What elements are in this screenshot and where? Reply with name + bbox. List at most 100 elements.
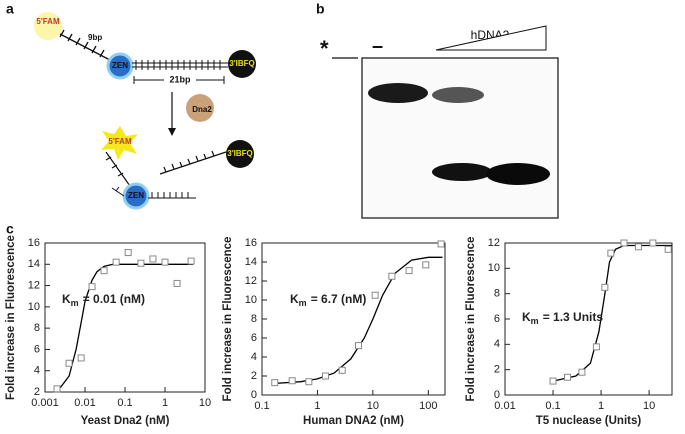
fam-label: 5'FAM — [108, 137, 132, 146]
x-tick-label: 0.1 — [545, 400, 560, 412]
y-tick-label: 2 — [494, 364, 500, 376]
y-tick-label: 2 — [251, 370, 257, 382]
data-point — [305, 378, 313, 386]
bracket-gap — [164, 73, 196, 85]
data-point — [77, 354, 85, 362]
y-tick-label: 14 — [245, 256, 257, 268]
data-point — [288, 377, 296, 385]
x-tick-label: 0.01 — [494, 400, 515, 412]
fam-dye-lit — [101, 126, 138, 160]
data-point — [388, 272, 396, 280]
x-tick-label: 10 — [643, 400, 655, 412]
chart: 0.001 0.01 0.1 1 10 2 4 6 8 10 12 14 16 Yeast Dna2 (n… — [5, 235, 211, 427]
x-tick-label: 10 — [367, 400, 379, 412]
y-tick-label: 10 — [245, 294, 257, 306]
y-tick-label: 12 — [245, 275, 257, 287]
marker-star: * — [320, 36, 329, 61]
ibfq-dye — [226, 140, 254, 168]
y-tick-label: 10 — [488, 262, 500, 274]
data-point — [563, 373, 571, 381]
gel-band — [432, 87, 484, 103]
arrow-head — [168, 128, 176, 136]
data-point — [649, 239, 657, 247]
annotation: Km = 0.01 (nM) — [62, 292, 145, 308]
panel-b: b * – hDNA2 — [316, 1, 559, 219]
strand — [105, 151, 131, 187]
data-point — [664, 245, 672, 253]
annotation-subscript: m — [71, 298, 79, 308]
data-point — [173, 279, 181, 287]
data-point — [578, 368, 586, 376]
data-point — [607, 249, 615, 257]
ibfq-label: 3'IBFQ — [229, 59, 254, 68]
lane-minus: – — [372, 35, 383, 57]
x-axis-label: T5 nuclease (Units) — [536, 415, 642, 427]
data-point — [100, 267, 108, 275]
data-point — [405, 267, 413, 275]
data-point — [161, 258, 169, 266]
y-axis-label: Fold increase in Fluorescence — [5, 235, 17, 400]
data-point — [354, 342, 362, 350]
y-tick-label: 4 — [34, 365, 40, 377]
y-tick-label: 16 — [245, 237, 257, 249]
y-tick-label: 6 — [251, 332, 257, 344]
data-point — [53, 385, 61, 393]
y-tick-label: 8 — [494, 288, 500, 300]
gradient-wedge — [435, 25, 547, 51]
y-tick-label: 8 — [34, 322, 40, 334]
strand — [159, 150, 227, 175]
data-point — [592, 343, 600, 351]
x-axis-label: Yeast Dna2 (nM) — [81, 415, 170, 427]
data-point — [322, 372, 330, 380]
y-tick-label: 0 — [251, 389, 257, 401]
y-tick-label: 0 — [494, 389, 500, 401]
gel-band — [432, 163, 492, 181]
x-tick-label: 0.01 — [74, 397, 95, 409]
y-tick-label: 12 — [488, 237, 500, 249]
chart: 0.1 1 10 100 0 2 4 6 8 10 12 14 16 Human DNA2 (nM) Fol… — [222, 237, 446, 427]
data-point — [112, 258, 120, 266]
chart: 0.01 0.1 1 10 0 2 4 6 8 10 12 T5 nuclease (Units) Fo… — [465, 237, 673, 427]
y-tick-label: 12 — [28, 279, 40, 291]
x-tick-label: 100 — [419, 400, 437, 412]
enzyme — [186, 94, 214, 122]
data-point — [437, 240, 445, 248]
gel-band — [486, 163, 550, 185]
y-tick-label: 14 — [28, 258, 40, 270]
annotation-text: = 0.01 (nM) — [83, 292, 145, 306]
annotation-text: = 1.3 Units — [543, 310, 604, 324]
data-point — [601, 283, 609, 291]
data-point — [422, 261, 430, 269]
data-point — [371, 291, 379, 299]
plot-frame — [44, 242, 206, 393]
strand — [59, 29, 111, 61]
data-point — [187, 257, 195, 265]
data-point — [634, 243, 642, 251]
bp-label: 21bp — [169, 74, 191, 84]
gel — [361, 57, 559, 219]
panel-label: a — [6, 1, 14, 17]
data-point — [271, 379, 279, 387]
fam-dye — [34, 12, 62, 40]
x-axis-label: Human DNA2 (nM) — [303, 415, 404, 427]
data-point — [620, 239, 628, 247]
duplex — [132, 60, 228, 70]
x-tick-label: 1 — [314, 400, 320, 412]
zen-dye — [106, 52, 134, 80]
fit-line — [271, 256, 443, 385]
bp-label: 9bp — [88, 33, 102, 42]
data-point — [65, 359, 73, 367]
annotation-subscript: m — [531, 316, 539, 326]
y-tick-label: 4 — [494, 338, 500, 350]
annotation: Km = 6.7 (nM) — [290, 292, 366, 308]
y-tick-label: 2 — [34, 386, 40, 398]
plot-frame — [261, 242, 446, 396]
y-tick-label: 6 — [34, 343, 40, 355]
data-point — [549, 377, 557, 385]
y-tick-label: 10 — [28, 301, 40, 313]
data-point — [149, 255, 157, 263]
y-tick-label: 16 — [28, 237, 40, 249]
y-axis-label: Fold increase in Fluorescence — [222, 237, 234, 402]
annotation-subscript: m — [299, 298, 307, 308]
